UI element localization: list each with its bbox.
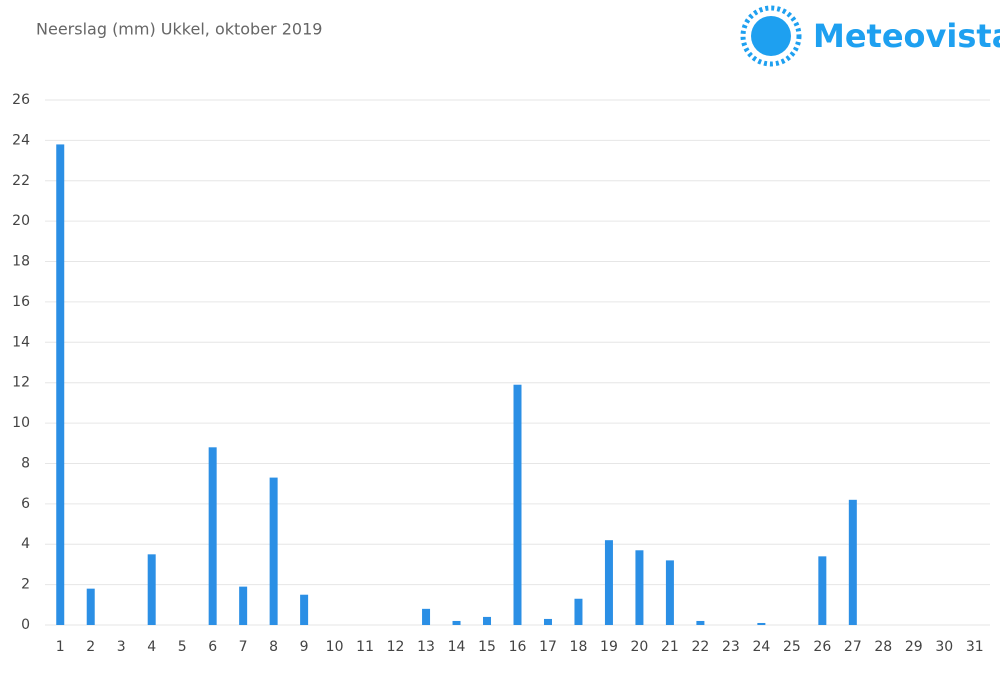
x-tick-label: 28 — [874, 639, 892, 655]
bar — [422, 608, 431, 625]
x-tick-label: 16 — [509, 639, 527, 655]
bar — [483, 616, 492, 625]
y-tick-label: 18 — [12, 254, 30, 270]
y-tick-label: 8 — [21, 455, 30, 471]
y-tick-label: 24 — [12, 132, 30, 148]
bar — [696, 620, 705, 625]
y-tick-label: 22 — [12, 173, 30, 189]
y-tick-label: 14 — [12, 334, 30, 350]
x-tick-label: 31 — [966, 639, 984, 655]
bar — [848, 499, 857, 625]
bar — [208, 447, 217, 625]
x-tick-label: 1 — [56, 639, 65, 655]
x-tick-label: 10 — [326, 639, 344, 655]
y-tick-label: 26 — [12, 92, 30, 108]
bar — [452, 620, 461, 625]
x-tick-label: 18 — [570, 639, 588, 655]
chart-title: Neerslag (mm) Ukkel, oktober 2019 — [36, 20, 322, 39]
bar — [604, 540, 613, 625]
x-tick-label: 19 — [600, 639, 618, 655]
y-tick-label: 12 — [12, 375, 30, 391]
bar — [86, 588, 95, 625]
bar — [543, 618, 552, 625]
x-tick-label: 6 — [208, 639, 217, 655]
x-tick-label: 14 — [448, 639, 466, 655]
x-tick-label: 24 — [752, 639, 770, 655]
bar — [56, 144, 65, 625]
y-tick-label: 20 — [12, 213, 30, 229]
y-tick-label: 0 — [21, 617, 30, 633]
x-tick-label: 2 — [86, 639, 95, 655]
y-tick-label: 6 — [21, 496, 30, 512]
x-tick-label: 4 — [147, 639, 156, 655]
bar — [665, 560, 674, 625]
x-tick-label: 22 — [691, 639, 709, 655]
bar — [635, 550, 644, 625]
logo-icon — [740, 5, 802, 67]
y-tick-label: 16 — [12, 294, 30, 310]
x-tick-label: 12 — [387, 639, 405, 655]
bar — [574, 598, 583, 625]
x-tick-label: 20 — [631, 639, 649, 655]
y-tick-label: 2 — [21, 577, 30, 593]
bar — [147, 554, 156, 625]
bar — [513, 384, 522, 625]
x-tick-label: 29 — [905, 639, 923, 655]
bar — [757, 622, 766, 625]
y-tick-label: 10 — [12, 415, 30, 431]
x-tick-label: 27 — [844, 639, 862, 655]
x-tick-label: 3 — [117, 639, 126, 655]
x-tick-label: 9 — [300, 639, 309, 655]
x-tick-label: 13 — [417, 639, 435, 655]
y-tick-label: 4 — [21, 536, 30, 552]
x-tick-label: 8 — [269, 639, 278, 655]
x-tick-label: 25 — [783, 639, 801, 655]
bar — [239, 586, 248, 625]
x-tick-label: 15 — [478, 639, 496, 655]
x-tick-label: 5 — [178, 639, 187, 655]
x-tick-label: 26 — [813, 639, 831, 655]
bar — [300, 594, 309, 625]
bar — [269, 477, 278, 625]
x-tick-label: 17 — [539, 639, 557, 655]
x-tick-label: 7 — [239, 639, 248, 655]
x-tick-label: 11 — [356, 639, 374, 655]
x-tick-label: 30 — [935, 639, 953, 655]
bar — [818, 556, 827, 625]
x-tick-label: 21 — [661, 639, 679, 655]
x-tick-label: 23 — [722, 639, 740, 655]
brand: Meteovista — [813, 17, 1000, 55]
